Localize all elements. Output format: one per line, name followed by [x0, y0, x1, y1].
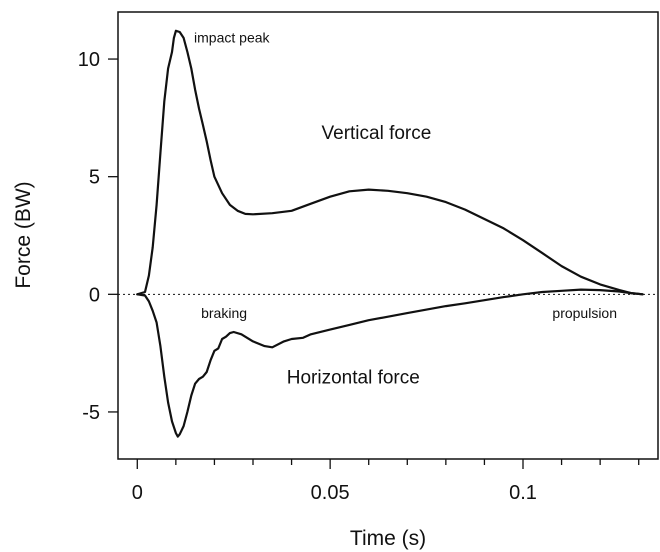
- chart-annotation: impact peak: [194, 30, 270, 46]
- series-group: [136, 29, 644, 438]
- x-axis-label: Time (s): [350, 527, 426, 550]
- x-tick-label: 0: [132, 482, 143, 504]
- x-tick-label: 0.05: [311, 482, 350, 504]
- y-axis-label: Force (BW): [12, 181, 35, 288]
- annotation-group: impact peak Vertical force braking propulsi…: [194, 30, 617, 389]
- y-tick-label: 10: [78, 49, 100, 71]
- chart-annotation: Horizontal force: [287, 368, 420, 389]
- x-tick-label: 0.1: [509, 482, 537, 504]
- chart-annotation: Vertical force: [322, 123, 432, 144]
- y-tick-label: -5: [82, 402, 100, 424]
- plot-frame: [117, 11, 659, 460]
- y-tick-label: 5: [89, 167, 100, 189]
- y-tick-label: 0: [89, 284, 100, 306]
- x-axis: 0 0.05 0.1: [132, 459, 640, 504]
- vertical-force-line: [136, 29, 644, 296]
- y-axis: -5 0 5 10: [78, 49, 118, 424]
- chart-annotation: braking: [201, 305, 247, 321]
- chart-annotation: propulsion: [552, 305, 617, 321]
- horizontal-force-line: [136, 288, 644, 438]
